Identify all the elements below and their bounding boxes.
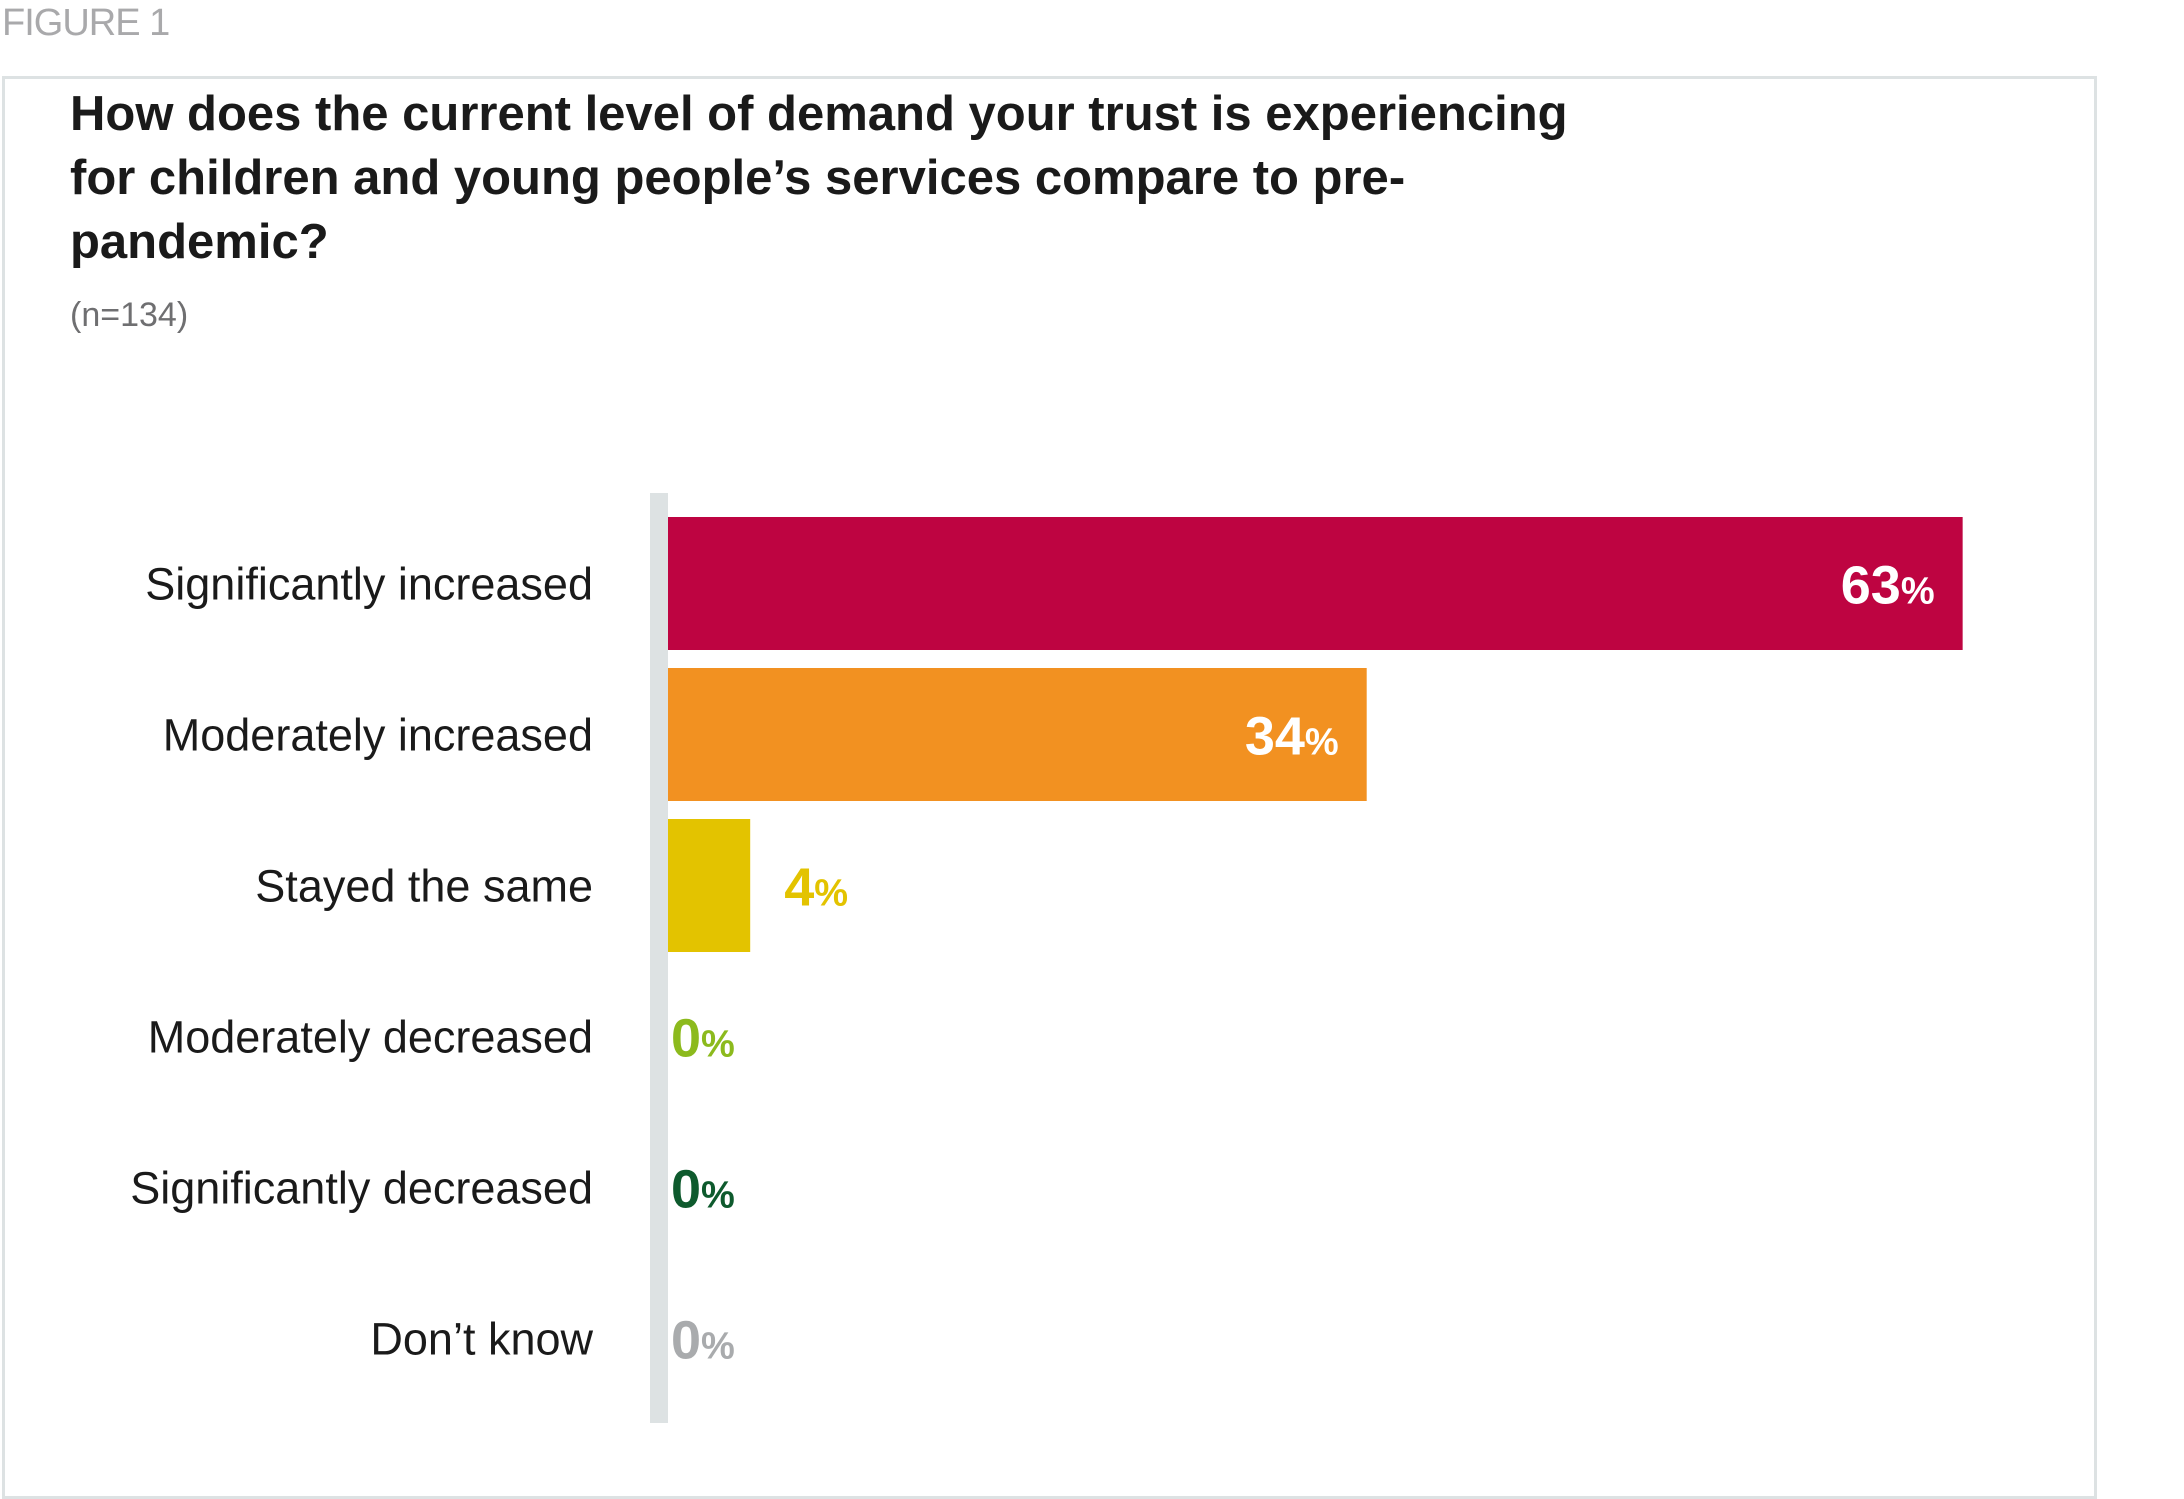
value-label: 0% (671, 1009, 735, 1069)
value-label: 0% (671, 1311, 735, 1371)
value-label: 34% (1245, 707, 1339, 767)
value-suffix: % (1305, 722, 1339, 764)
category-label: Significantly increased (145, 559, 593, 610)
value-number: 63 (1841, 556, 1901, 616)
value-label: 63% (1841, 556, 1935, 616)
value-label: 4% (784, 858, 848, 918)
value-suffix: % (701, 1326, 735, 1368)
chart-subtitle: (n=134) (70, 296, 189, 334)
value-number: 34 (1245, 707, 1305, 767)
category-label: Don’t know (370, 1314, 593, 1365)
bar (668, 819, 751, 952)
value-suffix: % (701, 1024, 735, 1066)
value-suffix: % (814, 873, 848, 915)
value-suffix: % (1901, 571, 1935, 613)
y-axis-line (650, 493, 668, 1423)
value-suffix: % (701, 1175, 735, 1217)
value-number: 0 (671, 1160, 701, 1220)
value-label: 0% (671, 1160, 735, 1220)
bar (668, 517, 1963, 650)
value-number: 4 (784, 858, 814, 918)
category-label: Stayed the same (255, 861, 593, 912)
value-number: 0 (671, 1311, 701, 1371)
category-label: Significantly decreased (130, 1163, 593, 1214)
bar (668, 668, 1367, 801)
chart-title: How does the current level of demand you… (70, 87, 1568, 269)
category-label: Moderately increased (163, 710, 593, 761)
category-label: Moderately decreased (148, 1012, 593, 1063)
value-number: 0 (671, 1009, 701, 1069)
figure-label: FIGURE 1 (2, 2, 170, 44)
